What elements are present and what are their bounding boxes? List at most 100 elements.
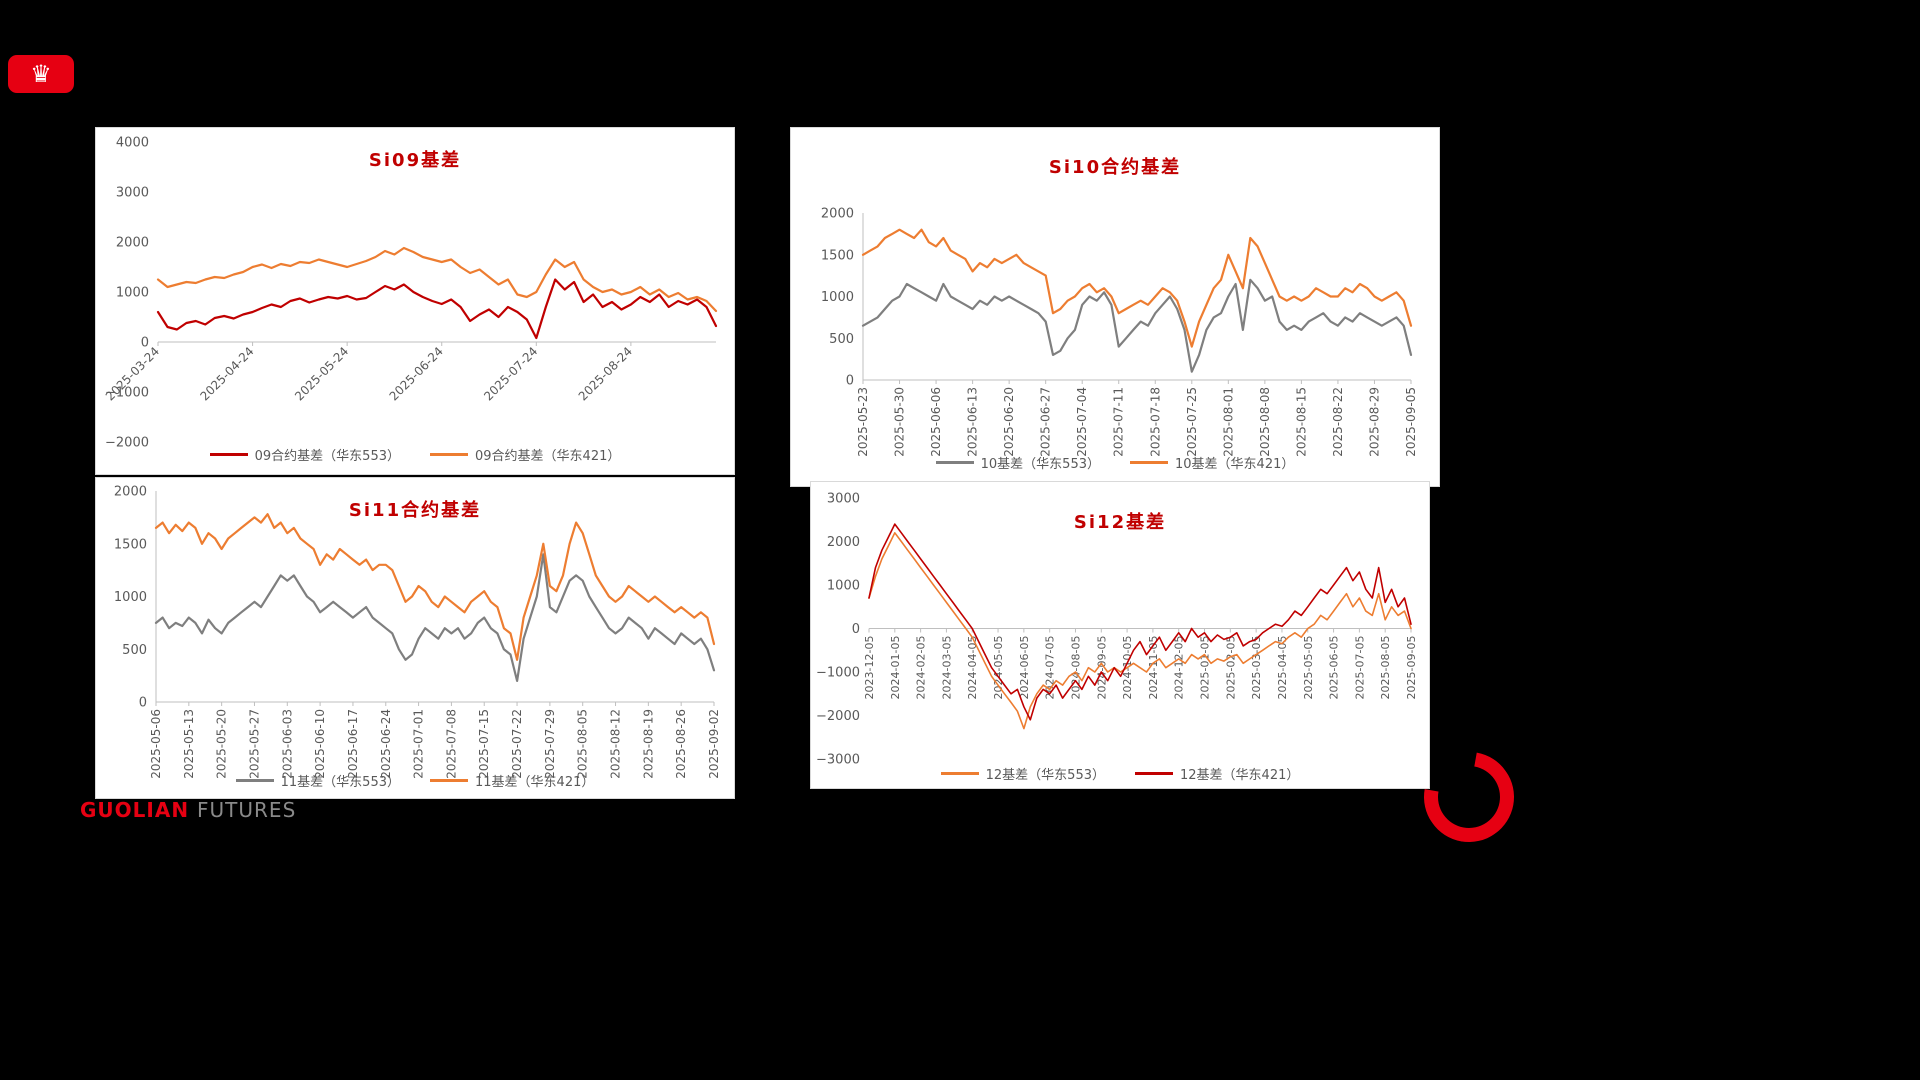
legend-item: 12基差（华东553）	[940, 764, 1105, 783]
svg-text:0: 0	[139, 696, 147, 711]
svg-text:2025-03-05: 2025-03-05	[1250, 636, 1263, 700]
legend-line-swatch	[1130, 461, 1168, 464]
legend-label: 10基差（华东553）	[980, 457, 1100, 472]
svg-text:2025-06-20: 2025-06-20	[1002, 387, 1016, 457]
svg-text:2024-01-05: 2024-01-05	[889, 636, 902, 700]
svg-text:1500: 1500	[821, 248, 854, 263]
legend-line-swatch	[235, 779, 274, 782]
chart-legend-si09: 09合约基差（华东553） 09合约基差（华东421）	[96, 445, 734, 464]
svg-text:2000: 2000	[827, 535, 860, 550]
svg-text:−2000: −2000	[105, 436, 149, 451]
svg-text:2025-08-19: 2025-08-19	[641, 709, 655, 779]
svg-text:2000: 2000	[114, 485, 147, 500]
svg-text:1500: 1500	[114, 537, 147, 552]
svg-text:2025-08-01: 2025-08-01	[1221, 387, 1235, 457]
svg-text:2025-06-10: 2025-06-10	[313, 709, 327, 779]
svg-text:0: 0	[846, 374, 854, 389]
svg-text:0: 0	[852, 622, 860, 637]
svg-text:2024-04-05: 2024-04-05	[966, 636, 979, 700]
svg-text:2025-05-24: 2025-05-24	[292, 344, 351, 403]
crown-icon: ♛	[30, 60, 52, 88]
svg-text:2024-03-05: 2024-03-05	[940, 636, 953, 700]
svg-text:2024-02-05: 2024-02-05	[915, 636, 928, 700]
svg-text:2025-07-11: 2025-07-11	[1112, 387, 1126, 457]
svg-text:2025-06-24: 2025-06-24	[387, 344, 446, 403]
svg-text:2025-06-27: 2025-06-27	[1039, 387, 1053, 457]
chart-legend-si11: 11基差（华东553） 11基差（华东421）	[96, 771, 734, 790]
svg-text:1000: 1000	[827, 579, 860, 594]
svg-text:2025-05-23: 2025-05-23	[856, 387, 870, 457]
svg-text:2025-07-22: 2025-07-22	[510, 709, 524, 779]
svg-text:2025-07-24: 2025-07-24	[481, 344, 540, 403]
svg-text:2024-09-05: 2024-09-05	[1095, 636, 1108, 700]
svg-text:2025-07-15: 2025-07-15	[477, 709, 491, 779]
brand-footer: GUOLIAN FUTURES	[80, 798, 296, 822]
svg-text:2024-11-05: 2024-11-05	[1147, 636, 1160, 700]
legend-line-swatch	[430, 779, 468, 782]
legend-line-swatch	[940, 772, 979, 775]
svg-text:500: 500	[122, 643, 147, 658]
legend-line-swatch	[1135, 772, 1173, 775]
svg-text:2025-07-18: 2025-07-18	[1148, 387, 1162, 457]
svg-text:2025-04-05: 2025-04-05	[1276, 636, 1289, 700]
legend-label: 11基差（华东421）	[475, 775, 595, 790]
chart-panel-si12: 3000 2000 1000 0 −1000 −2000 −3000 2023-12-05 20…	[810, 481, 1430, 789]
legend-item: 11基差（华东553）	[235, 771, 400, 790]
svg-text:−3000: −3000	[816, 753, 860, 768]
svg-text:1000: 1000	[821, 290, 854, 305]
legend-label: 09合约基差（华东421）	[475, 449, 621, 464]
legend-item: 10基差（华东553）	[935, 453, 1100, 472]
svg-text:−1000: −1000	[816, 666, 860, 681]
brand-guolian: GUOLIAN	[80, 798, 190, 822]
svg-text:2025-09-02: 2025-09-02	[707, 709, 721, 779]
svg-text:2025-05-05: 2025-05-05	[1302, 636, 1315, 700]
svg-text:2024-12-05: 2024-12-05	[1173, 636, 1186, 700]
svg-text:2025-07-25: 2025-07-25	[1185, 387, 1199, 457]
svg-text:2025-08-24: 2025-08-24	[576, 344, 635, 403]
logo-badge: ♛	[8, 55, 74, 93]
svg-text:2025-05-13: 2025-05-13	[182, 709, 196, 779]
svg-text:2025-06-03: 2025-06-03	[280, 709, 294, 779]
chart-panel-si11: 2000 1500 1000 500 0 2025-05-06 2025-05-13 2025…	[95, 477, 735, 799]
legend-label: 09合约基差（华东553）	[254, 449, 400, 464]
chart-legend-si12: 12基差（华东553） 12基差（华东421）	[811, 764, 1429, 783]
legend-item: 11基差（华东421）	[430, 771, 594, 790]
svg-text:2024-06-05: 2024-06-05	[1018, 636, 1031, 700]
legend-line-swatch	[209, 453, 248, 456]
svg-text:2025-07-08: 2025-07-08	[444, 709, 458, 779]
svg-text:2025-09-05: 2025-09-05	[1405, 636, 1418, 700]
legend-item: 10基差（华东421）	[1130, 453, 1294, 472]
svg-text:2024-08-05: 2024-08-05	[1069, 636, 1082, 700]
chart-panel-si10: 2000 1500 1000 500 0 2025-05-23 2025-05-30 2025…	[790, 127, 1440, 487]
svg-text:2000: 2000	[116, 236, 149, 251]
legend-label: 12基差（华东421）	[1180, 768, 1300, 783]
svg-text:1000: 1000	[114, 590, 147, 605]
svg-text:2025-05-06: 2025-05-06	[149, 709, 163, 779]
svg-text:2025-06-05: 2025-06-05	[1328, 636, 1341, 700]
legend-label: 11基差（华东553）	[280, 775, 400, 790]
svg-text:2025-08-12: 2025-08-12	[609, 709, 623, 779]
svg-text:2025-05-27: 2025-05-27	[247, 709, 261, 779]
svg-text:2025-06-13: 2025-06-13	[966, 387, 980, 457]
svg-text:3000: 3000	[827, 492, 860, 507]
svg-text:2025-08-08: 2025-08-08	[1258, 387, 1272, 457]
legend-line-swatch	[430, 453, 468, 456]
svg-text:500: 500	[829, 332, 854, 347]
svg-text:2025-06-17: 2025-06-17	[346, 709, 360, 779]
svg-text:0: 0	[141, 336, 149, 351]
svg-text:2025-07-04: 2025-07-04	[1075, 387, 1089, 457]
svg-text:2024-05-05: 2024-05-05	[992, 636, 1005, 700]
svg-text:2025-02-05: 2025-02-05	[1224, 636, 1237, 700]
svg-text:2025-08-22: 2025-08-22	[1331, 387, 1345, 457]
svg-text:1000: 1000	[116, 286, 149, 301]
svg-text:2025-07-05: 2025-07-05	[1353, 636, 1366, 700]
svg-text:2025-08-05: 2025-08-05	[576, 709, 590, 779]
svg-text:2025-06-06: 2025-06-06	[929, 387, 943, 457]
svg-text:2025-05-30: 2025-05-30	[893, 387, 907, 457]
si12-basis-chart: 3000 2000 1000 0 −1000 −2000 −3000 2023-12-05 20…	[816, 492, 1418, 768]
svg-text:2025-09-05: 2025-09-05	[1404, 387, 1418, 457]
svg-text:4000: 4000	[116, 136, 149, 151]
legend-label: 10基差（华东421）	[1175, 457, 1295, 472]
chart-panel-si09: 4000 3000 2000 1000 0 −1000 −2000 2025-03-24 202…	[95, 127, 735, 475]
svg-text:2000: 2000	[821, 207, 854, 222]
